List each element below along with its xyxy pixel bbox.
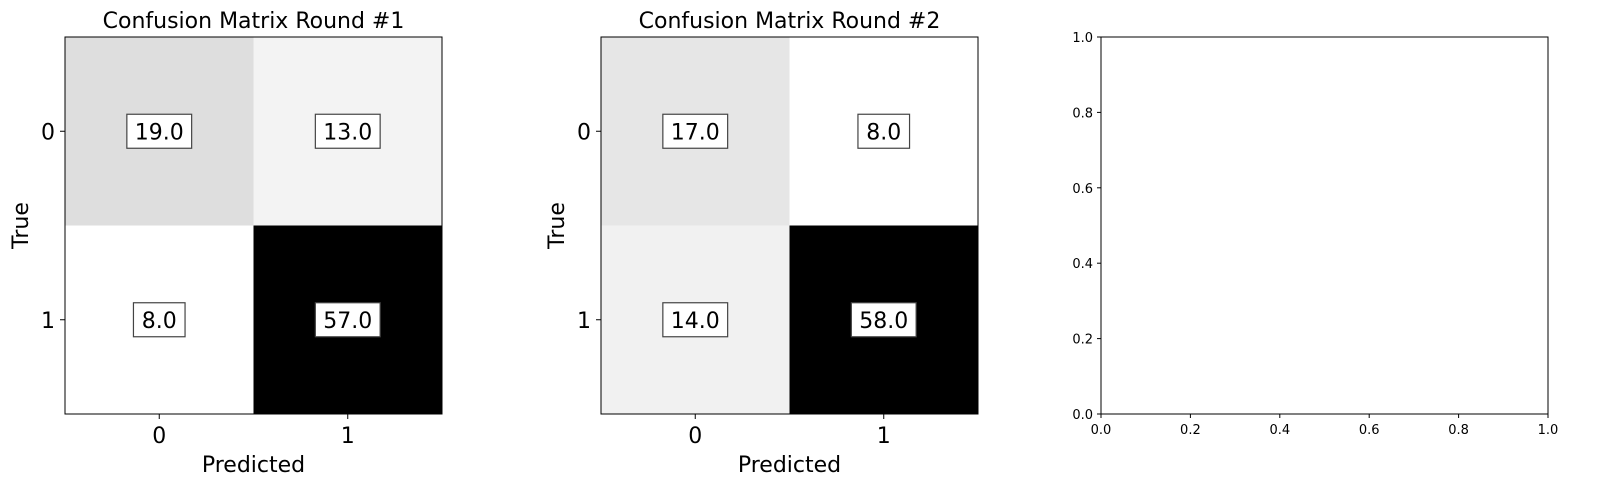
y-tick-label: 0.0 [1072,408,1093,423]
y-tick-label: 1.0 [1072,31,1093,46]
confusion-matrix-2: 17.0 8.0 14.0 58.0 0 1 0 1 Confusion Matrix Roun… [545,9,979,478]
cell-value-label: 13.0 [323,120,372,145]
y-axis-label: True [545,202,570,250]
value-label-box [857,113,911,149]
value-label-box [314,113,381,149]
x-tick-label: 0.4 [1269,423,1290,438]
cell-value-label: 19.0 [135,120,184,145]
y-tick-label: 0.4 [1072,257,1093,272]
value-label-box [132,302,186,338]
axes-frame [64,36,443,415]
y-tick-label: 0.2 [1072,333,1093,348]
x-tick-label: 0.2 [1180,423,1201,438]
x-tick-label: 0.0 [1091,423,1112,438]
y-axis-label: True [9,202,34,250]
cell-value-label: 57.0 [323,309,372,334]
y-tick-label: 1 [577,309,591,334]
x-tick-label: 1 [341,424,355,449]
y-tick-label: 0.6 [1072,182,1093,197]
value-label-box [662,113,729,149]
x-tick-label: 1.0 [1538,423,1559,438]
x-tick-label: 0.6 [1359,423,1380,438]
x-tick-label: 0.8 [1448,423,1469,438]
axes-frame [1100,36,1549,415]
cell-value-label: 58.0 [859,309,908,334]
y-tick-label: 1 [41,309,55,334]
confusion-matrix-1: 19.0 13.0 8.0 57.0 0 1 0 1 Confusion Matrix Roun… [9,9,443,478]
y-tick-label: 0 [41,120,55,145]
y-tick-label: 0 [577,120,591,145]
chart-title: Confusion Matrix Round #1 [103,9,405,34]
y-tick-label: 0.8 [1072,106,1093,121]
value-label-box [126,113,193,149]
chart-title: Confusion Matrix Round #2 [639,9,941,34]
cell-value-label: 8.0 [866,120,901,145]
x-tick-label: 1 [877,424,891,449]
value-label-box [662,302,729,338]
value-label-box [314,302,381,338]
cell-value-label: 17.0 [671,120,720,145]
cell-value-label: 8.0 [142,309,177,334]
x-axis-label: Predicted [202,453,305,478]
value-label-box [850,302,917,338]
axes-frame [600,36,979,415]
x-axis-label: Predicted [738,453,841,478]
x-tick-label: 0 [688,424,702,449]
cell-value-label: 14.0 [671,309,720,334]
x-tick-label: 0 [152,424,166,449]
empty-axes: 0.0 0.2 0.4 0.6 0.8 1.0 0.0 0.2 0.4 0.6 0.8 1.0 [1072,31,1558,438]
